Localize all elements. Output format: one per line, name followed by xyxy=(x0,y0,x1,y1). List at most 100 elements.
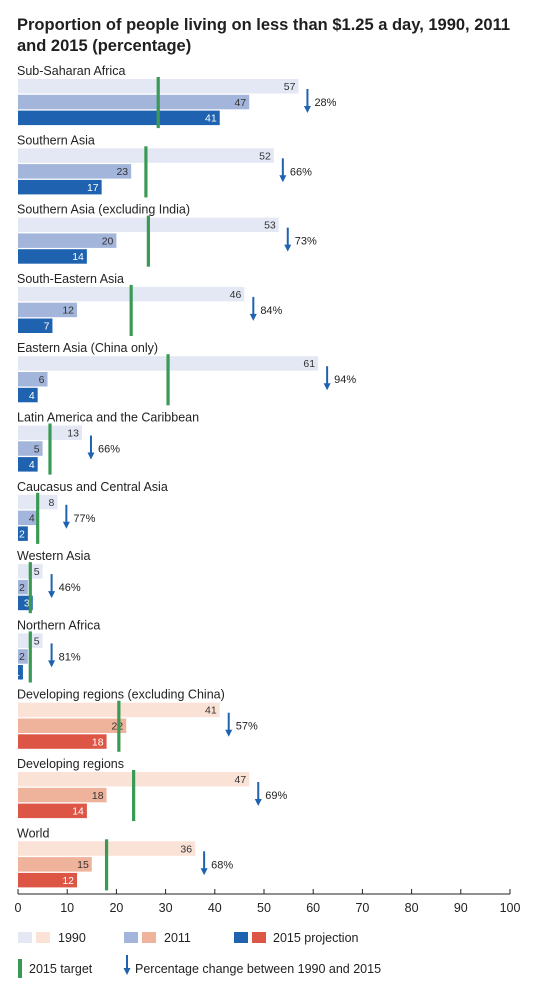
bar-2011 xyxy=(18,510,38,526)
change-percent: 84% xyxy=(260,305,282,317)
bar-1990-value: 13 xyxy=(67,428,79,440)
legend-swatch-2015-red xyxy=(252,932,266,943)
group-label: Western Asia xyxy=(17,549,90,563)
change-percent: 69% xyxy=(265,790,287,802)
bar-group: Sub-Saharan Africa 57 47 41 28% xyxy=(17,64,337,129)
legend-swatch-2011-red xyxy=(142,932,156,943)
legend-swatch-2011-blue xyxy=(124,932,138,943)
legend-label-target: 2015 target xyxy=(29,962,93,976)
group-label: Southern Asia xyxy=(17,133,95,147)
target-line xyxy=(129,284,133,336)
bar-1990-value: 52 xyxy=(259,150,271,162)
x-tick-label: 60 xyxy=(306,901,320,915)
chart-title-line1: Proportion of people living on less than… xyxy=(17,16,510,34)
bar-2015 xyxy=(18,110,220,126)
x-tick-label: 30 xyxy=(159,901,173,915)
bar-2011 xyxy=(18,302,78,318)
group-label: Developing regions (excluding China) xyxy=(17,688,225,702)
bar-group: Caucasus and Central Asia 8 42 77% xyxy=(17,480,168,544)
bar-2011-value: 5 xyxy=(34,443,40,455)
bar-2011-value: 2 xyxy=(19,651,25,663)
bar-2015-value: 18 xyxy=(92,736,104,748)
bar-1990-value: 5 xyxy=(34,635,40,647)
bar-group: Developing regions 47 18 14 69% xyxy=(17,757,287,822)
target-line xyxy=(117,700,121,752)
bar-2015-value: 2 xyxy=(19,528,25,540)
target-line xyxy=(28,562,32,614)
bar-2011-value: 20 xyxy=(102,235,114,247)
target-line xyxy=(36,492,40,544)
bar-2011-value: 15 xyxy=(77,859,89,871)
bar-2015-value: 4 xyxy=(29,390,35,402)
group-label: Caucasus and Central Asia xyxy=(17,480,168,494)
bar-1990-value: 36 xyxy=(180,843,192,855)
chart-title-line2: and 2015 (percentage) xyxy=(17,37,191,55)
bar-2011 xyxy=(18,857,92,872)
bar-2011-value: 23 xyxy=(116,166,128,178)
bar-2015 xyxy=(18,387,38,403)
x-tick-label: 10 xyxy=(60,901,74,915)
bar-2015 xyxy=(18,734,107,749)
bar-2015 xyxy=(18,803,87,819)
bar-2011-value: 47 xyxy=(235,97,247,109)
change-percent: 66% xyxy=(98,444,120,456)
x-tick-label: 70 xyxy=(355,901,369,915)
change-percent: 28% xyxy=(314,97,336,109)
x-axis: 0 10 20 30 40 50 60 70 80 90 100 xyxy=(15,889,520,915)
group-label: Southern Asia (excluding India) xyxy=(17,203,190,217)
legend-label-1990: 1990 xyxy=(58,931,86,945)
bar-1990-value: 8 xyxy=(49,497,55,509)
change-percent: 68% xyxy=(211,859,233,871)
legend-label-2011: 2011 xyxy=(164,931,191,945)
change-arrow-icon xyxy=(303,89,311,113)
bar-2015 xyxy=(18,457,38,472)
bar-2011 xyxy=(18,164,132,179)
change-arrow-icon xyxy=(225,712,233,737)
bar-2015-value: 14 xyxy=(72,806,84,818)
group-label: South-Eastern Asia xyxy=(17,272,124,286)
legend-arrow-icon xyxy=(123,955,131,975)
bar-2011 xyxy=(18,94,250,110)
change-arrow-icon xyxy=(254,782,262,806)
bar-2015 xyxy=(18,872,78,888)
change-arrow-icon xyxy=(48,643,56,668)
group-label: Eastern Asia (China only) xyxy=(17,341,158,355)
bar-2015 xyxy=(18,179,102,195)
bar-2011 xyxy=(18,718,127,733)
change-percent: 81% xyxy=(59,651,81,663)
bar-2015-value: 3 xyxy=(24,598,30,610)
change-arrow-icon xyxy=(48,574,56,599)
bar-group: Developing regions (excluding China)4122… xyxy=(17,688,258,752)
bar-2015-value: 4 xyxy=(29,459,35,471)
bar-2011 xyxy=(18,233,117,248)
change-percent: 57% xyxy=(236,721,258,733)
group-label: Latin America and the Caribbean xyxy=(17,411,199,425)
change-arrow-icon xyxy=(87,435,95,460)
x-tick-label: 90 xyxy=(454,901,468,915)
target-line xyxy=(146,215,150,267)
bar-2015-value: 14 xyxy=(72,251,84,263)
bar-2011-value: 2 xyxy=(19,582,25,594)
bar-2015 xyxy=(18,526,28,541)
target-line xyxy=(48,423,52,475)
change-arrow-icon xyxy=(323,366,331,391)
bar-group: Northern Africa 52 1 81% xyxy=(14,618,100,683)
change-arrow-icon xyxy=(249,296,257,321)
change-arrow-icon xyxy=(200,851,208,876)
group-label: Developing regions xyxy=(17,757,124,771)
bar-2015 xyxy=(18,665,23,680)
x-tick-label: 20 xyxy=(109,901,123,915)
legend-target-icon xyxy=(18,959,22,978)
bar-2011-value: 4 xyxy=(29,513,35,525)
change-percent: 73% xyxy=(295,236,317,248)
bar-group: South-Eastern Asia 46 12 7 84% xyxy=(17,272,283,336)
bar-group: Southern Asia (excluding India) 53 20 14 73% xyxy=(17,203,317,267)
legend-swatch-2015-blue xyxy=(234,932,248,943)
legend-swatch-1990-blue xyxy=(18,932,32,943)
bar-1990-value: 5 xyxy=(34,566,40,578)
bar-2011 xyxy=(18,579,28,595)
bar-group: Southern Asia 52 23 17 66% xyxy=(17,133,312,198)
bar-2015-value: 41 xyxy=(205,113,217,125)
